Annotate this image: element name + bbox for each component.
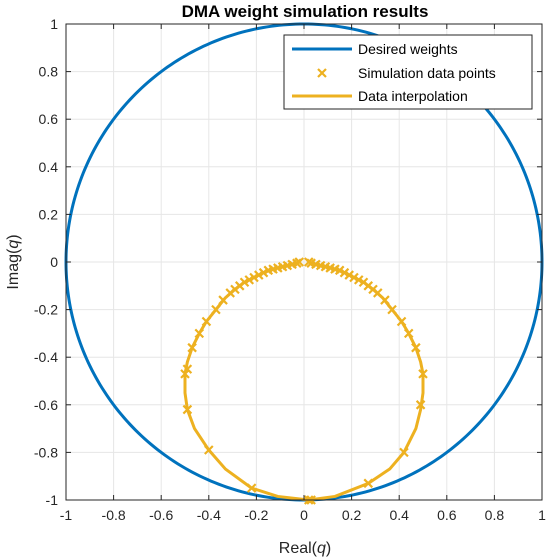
simulation-point-23 — [182, 404, 193, 415]
simulation-point-16 — [218, 295, 228, 305]
y-tick-label-4: -0.2 — [34, 302, 58, 318]
axes — [65, 23, 543, 501]
x-tick-label-10: 1 — [538, 507, 546, 523]
simulation-point-29 — [399, 447, 409, 458]
x-tick-label-5: 0 — [300, 507, 308, 523]
x-tick-label-4: -0.2 — [244, 507, 268, 523]
simulation-point-42 — [349, 272, 359, 283]
x-tick-label-3: -0.4 — [197, 507, 221, 523]
y-tick-label-2: -0.6 — [34, 397, 58, 413]
x-tick-label-1: -0.8 — [102, 507, 126, 523]
y-tick-label-1: -0.8 — [34, 444, 58, 460]
y-tick-label-5: 0 — [50, 254, 58, 270]
legend-simulation-x-marker — [317, 68, 327, 78]
x-axis-label-end: ) — [326, 540, 331, 557]
x-axis-label-var: q — [317, 540, 326, 557]
legend-label-simulation: Simulation data points — [358, 65, 496, 81]
x-axis-label-main: Real( — [279, 540, 318, 557]
x-tick-label-2: -0.6 — [149, 507, 173, 523]
simulation-point-19 — [194, 328, 205, 339]
legend-label-desired: Desired weights — [358, 41, 458, 57]
simulation-point-36 — [380, 295, 390, 305]
x-tick-label-0: -1 — [60, 507, 73, 523]
y-tick-label-0: -1 — [46, 492, 59, 508]
simulation-point-30 — [415, 400, 426, 410]
x-tick-label-7: 0.4 — [389, 507, 409, 523]
y-tick-label-7: 0.4 — [39, 159, 59, 175]
simulation-point-35 — [387, 304, 397, 315]
simulation-point-43 — [344, 270, 354, 280]
simulation-point-9 — [254, 270, 264, 280]
y-axis-label-var: q — [5, 240, 22, 249]
simulation-point-15 — [225, 288, 235, 298]
x-tick-label-9: 0.8 — [485, 507, 505, 523]
chart-title: DMA weight simulation results — [182, 2, 429, 21]
x-axis-label: Real(q) — [279, 540, 331, 557]
x-tick-label-6: 0.2 — [342, 507, 362, 523]
y-tick-label-9: 0.8 — [39, 64, 59, 80]
simulation-point-7 — [263, 265, 274, 276]
simulation-point-11 — [244, 275, 255, 285]
y-axis-label-end: ) — [5, 234, 22, 239]
simulation-point-18 — [201, 316, 212, 327]
simulation-point-40 — [358, 277, 369, 288]
simulation-point-21 — [182, 364, 193, 374]
simulation-point-44 — [339, 267, 350, 278]
simulation-point-20 — [187, 342, 197, 353]
legend-label-interpolation: Data interpolation — [358, 88, 468, 104]
tick-labels: -1 -0.8 -0.6 -0.4 -0.2 0 0.2 0.4 0.6 0.8 1 -1 -0.8 -0… — [34, 16, 546, 523]
y-tick-label-3: -0.4 — [34, 349, 58, 365]
y-axis-label-main: Imag( — [5, 248, 22, 290]
simulation-point-52 — [303, 257, 314, 267]
simulation-point-8 — [258, 267, 269, 278]
simulation-point-31 — [418, 369, 428, 379]
simulation-point-41 — [353, 275, 364, 285]
y-tick-label-6: 0.2 — [39, 206, 59, 222]
simulation-point-22 — [180, 369, 190, 379]
simulation-point-33 — [403, 328, 414, 339]
y-tick-label-10: 1 — [50, 16, 58, 32]
legend-marker-simulation — [317, 68, 327, 78]
simulation-point-28 — [363, 478, 374, 489]
y-tick-label-8: 0.6 — [39, 111, 59, 127]
simulation-point-25 — [246, 483, 257, 493]
simulation-point-34 — [396, 316, 407, 327]
simulation-point-10 — [249, 272, 259, 283]
legend: Desired weights Simulation data points D… — [283, 34, 533, 110]
simulation-point-17 — [211, 304, 221, 315]
y-axis-label: Imag(q) — [5, 234, 22, 289]
x-tick-label-8: 0.6 — [437, 507, 457, 523]
simulation-point-32 — [411, 342, 421, 353]
simulation-point-24 — [204, 445, 214, 455]
